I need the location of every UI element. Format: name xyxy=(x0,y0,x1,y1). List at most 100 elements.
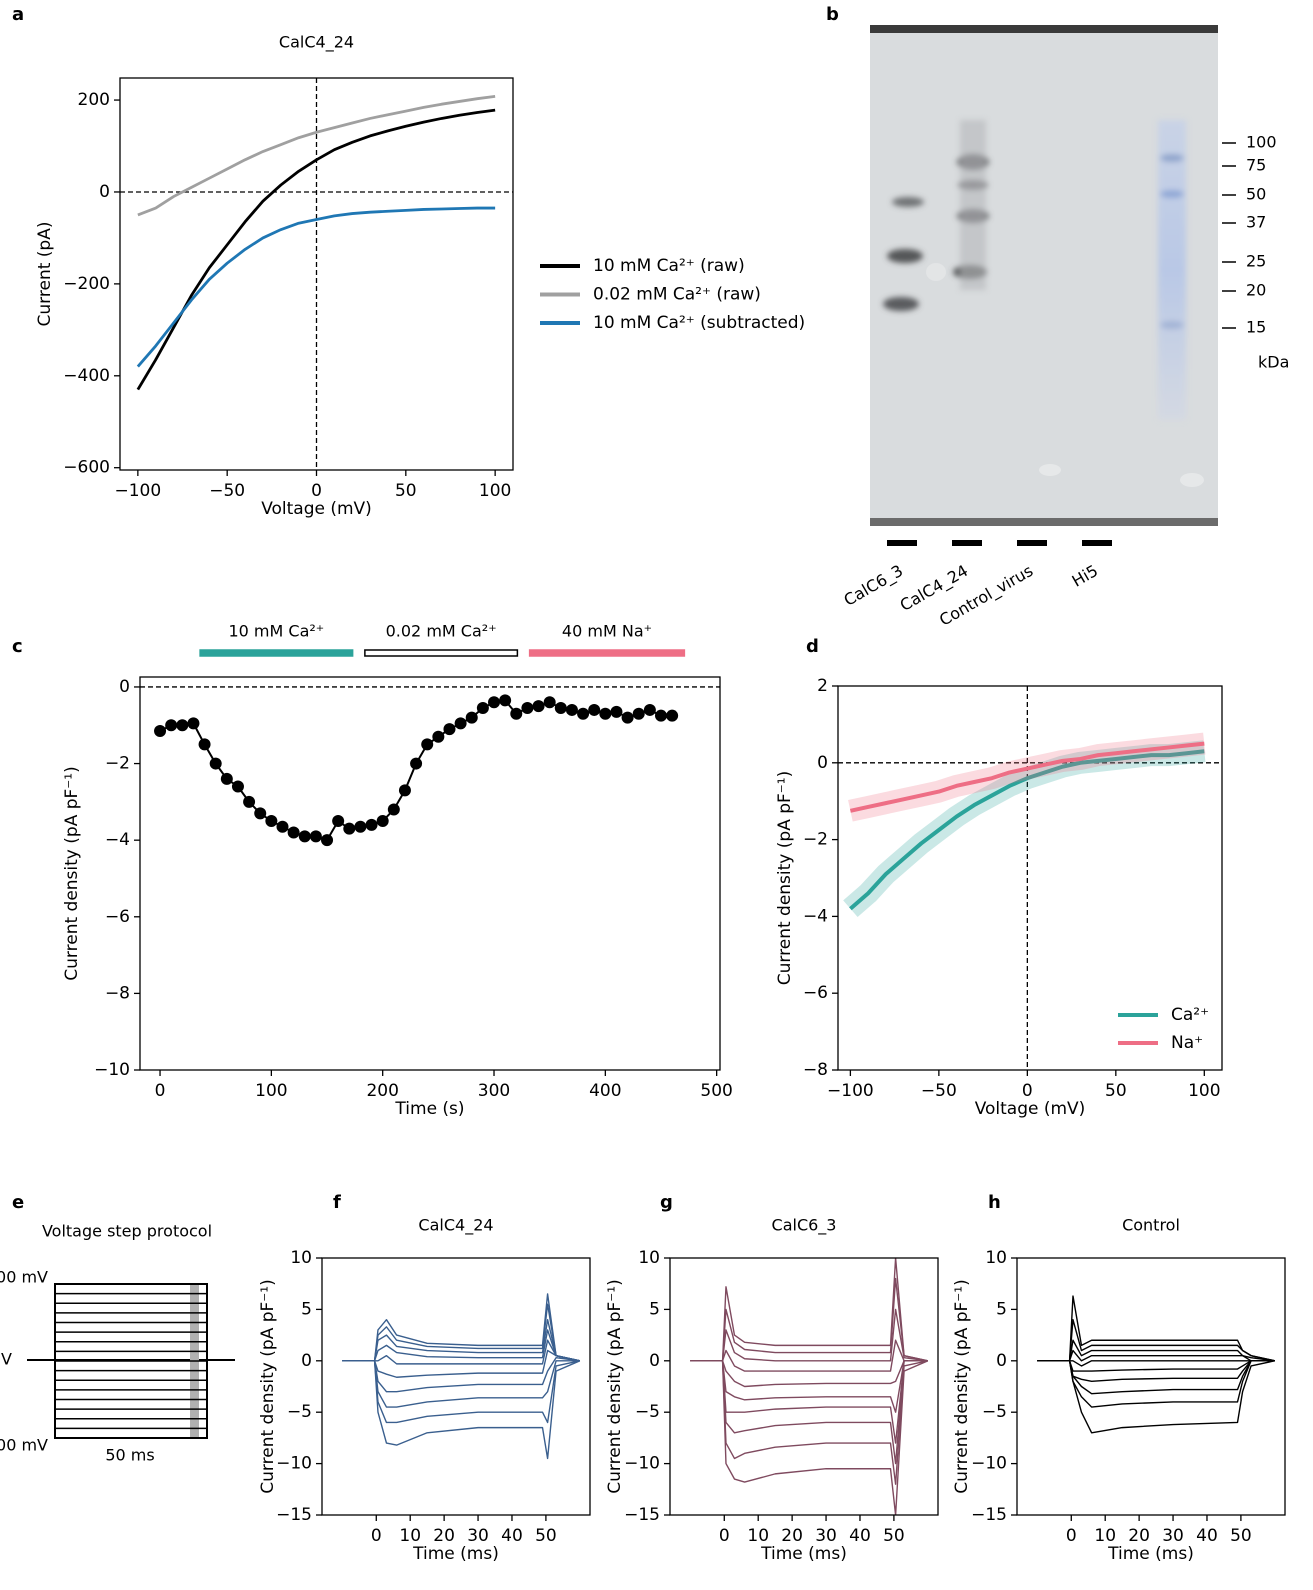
y-tick-label: −6 xyxy=(803,983,828,1003)
point xyxy=(287,826,300,839)
point xyxy=(610,705,623,718)
point xyxy=(265,815,278,828)
point xyxy=(298,830,311,843)
x-axis-label: Time (ms) xyxy=(412,1544,499,1564)
gel-panel: b kDa xyxy=(826,4,1289,526)
x-axis-label: Voltage (mV) xyxy=(261,499,372,519)
marker-label: 15 xyxy=(1246,318,1266,337)
y-tick-label: 200 xyxy=(78,90,110,110)
y-tick-label: −15 xyxy=(624,1505,660,1525)
point xyxy=(521,702,534,715)
point xyxy=(588,703,601,716)
y-axis-label: Current density (pA pF⁻¹) xyxy=(775,771,795,985)
condition-bar xyxy=(199,649,354,657)
point xyxy=(410,757,423,770)
x-tick-label: 20 xyxy=(1128,1526,1150,1546)
panel-label: e xyxy=(12,1192,24,1213)
series-line xyxy=(690,1360,929,1515)
marker-label: 37 xyxy=(1246,213,1266,232)
y-tick-label: −8 xyxy=(105,983,130,1003)
x-tick-label: 50 xyxy=(1105,1081,1127,1101)
x-tick-label: −50 xyxy=(209,481,245,501)
gel-edge xyxy=(870,25,1218,33)
protocol-panel: e Voltage step protocol 100 mV 0 mV −100… xyxy=(0,1192,235,1465)
series-line xyxy=(342,1360,581,1460)
y-tick-label: −5 xyxy=(635,1402,660,1422)
x-axis-label: Voltage (mV) xyxy=(975,1099,1086,1119)
point xyxy=(332,815,345,828)
point xyxy=(465,711,478,724)
point xyxy=(488,696,501,709)
x-tick-label: −100 xyxy=(827,1081,874,1101)
series-line xyxy=(690,1258,928,1362)
x-tick-label: −100 xyxy=(115,481,162,501)
chart-title: Control xyxy=(1122,1216,1180,1235)
point xyxy=(666,709,679,722)
y-tick-label: 5 xyxy=(996,1299,1007,1319)
series-line xyxy=(690,1360,928,1413)
y-tick-label: 0 xyxy=(817,753,828,773)
x-tick-label: −50 xyxy=(921,1081,957,1101)
point xyxy=(443,723,456,736)
y-tick-label: −6 xyxy=(105,907,130,927)
legend-label: 10 mM Ca²⁺ (subtracted) xyxy=(593,313,805,333)
y-axis-label: Current density (pA pF⁻¹) xyxy=(605,1279,625,1493)
y-tick-label: 5 xyxy=(649,1299,660,1319)
x-tick-label: 0 xyxy=(1022,1081,1033,1101)
point xyxy=(309,830,322,843)
y-axis-label: Current density (pA pF⁻¹) xyxy=(62,766,82,980)
point xyxy=(432,730,445,743)
y-tick-label: −4 xyxy=(803,906,828,926)
x-tick-label: 40 xyxy=(501,1526,523,1546)
series-line xyxy=(342,1357,580,1393)
panel-label: b xyxy=(826,4,839,25)
x-tick-label: 200 xyxy=(366,1081,398,1101)
point xyxy=(599,707,612,720)
x-tick-label: 30 xyxy=(815,1526,837,1546)
legend-label: 0.02 mM Ca²⁺ (raw) xyxy=(593,285,761,305)
series-line xyxy=(1037,1349,1275,1362)
legend-label: Na⁺ xyxy=(1171,1033,1203,1053)
axes-frame xyxy=(669,1257,939,1516)
point xyxy=(577,707,590,720)
lane-bar xyxy=(952,540,982,546)
x-tick-label: 0 xyxy=(371,1526,382,1546)
y-tick-label: 0 xyxy=(649,1351,660,1371)
series-line xyxy=(136,108,496,391)
x-tick-label: 100 xyxy=(1188,1081,1220,1101)
condition-label: 0.02 mM Ca²⁺ xyxy=(386,622,497,641)
y-tick-label: 0 xyxy=(301,1351,312,1371)
x-tick-label: 0 xyxy=(155,1081,166,1101)
point xyxy=(643,703,656,716)
x-tick-label: 10 xyxy=(399,1526,421,1546)
lane-bar xyxy=(1082,540,1112,546)
y-tick-label: −2 xyxy=(105,754,130,774)
x-tick-label: 100 xyxy=(479,481,511,501)
point xyxy=(543,696,556,709)
axes-frame xyxy=(1016,1257,1286,1516)
chart-title: CalC4_24 xyxy=(279,33,354,53)
x-tick-label: 30 xyxy=(1162,1526,1184,1546)
voltage-label: −100 mV xyxy=(0,1436,48,1455)
x-axis-label: Time (ms) xyxy=(760,1544,847,1564)
x-axis-label: Time (s) xyxy=(394,1099,464,1119)
marker-label: 75 xyxy=(1246,156,1266,175)
protocol-title: Voltage step protocol xyxy=(42,1222,212,1241)
point xyxy=(454,717,467,730)
x-tick-label: 50 xyxy=(1230,1526,1252,1546)
gel-bubble xyxy=(1180,473,1204,487)
panel-label: g xyxy=(660,1192,673,1213)
y-tick-label: −10 xyxy=(276,1454,312,1474)
x-tick-label: 20 xyxy=(433,1526,455,1546)
series-line xyxy=(342,1349,580,1378)
point xyxy=(321,834,334,847)
gel-bubble xyxy=(1039,464,1061,476)
x-tick-label: 10 xyxy=(747,1526,769,1546)
panel-label: a xyxy=(12,4,24,25)
y-tick-label: −10 xyxy=(624,1454,660,1474)
series-line xyxy=(342,1339,580,1365)
y-axis-label: Current density (pA pF⁻¹) xyxy=(952,1279,972,1493)
y-tick-label: −4 xyxy=(105,830,130,850)
y-tick-label: 0 xyxy=(996,1351,1007,1371)
